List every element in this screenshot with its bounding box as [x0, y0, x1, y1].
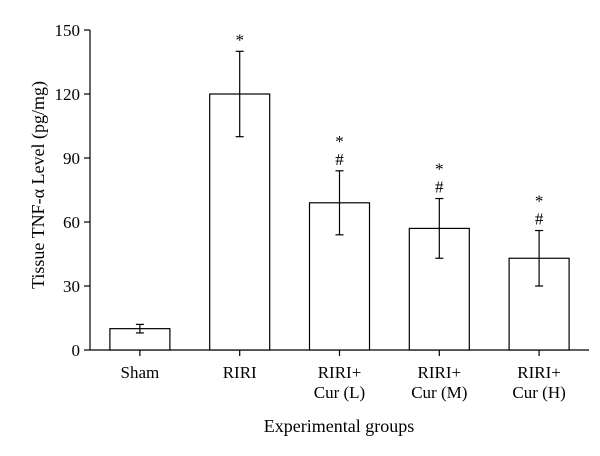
y-axis-title: Tissue TNF-α Level (pg/mg) — [28, 81, 49, 289]
bar — [408, 227, 470, 351]
significance-hash: # — [335, 150, 344, 169]
bar — [209, 93, 271, 351]
significance-hash: # — [535, 210, 544, 229]
x-tick-label: RIRI+ Cur (H) — [512, 363, 565, 402]
x-tick-label: Sham — [121, 363, 160, 382]
significance-star: * — [335, 132, 344, 151]
y-axis: 0 30 60 90 120 150 — [55, 21, 91, 360]
x-axis-title: Experimental groups — [264, 416, 414, 436]
x-axis: Sham RIRI RIRI+ Cur (L) RIRI+ Cur (M) RIRI+ Cur… — [90, 349, 589, 402]
significance-hash: # — [435, 178, 444, 197]
error-bars — [135, 50, 544, 334]
y-tick-label: 90 — [63, 149, 80, 168]
y-tick-label: 60 — [63, 213, 80, 232]
y-tick-label: 150 — [55, 21, 81, 40]
y-tick-label: 120 — [55, 85, 81, 104]
x-tick-label: RIRI — [223, 363, 257, 382]
significance-star: * — [235, 30, 244, 49]
significance-star: * — [435, 160, 444, 179]
x-tick-label: RIRI+ Cur (L) — [314, 363, 365, 402]
significance-star: * — [535, 192, 544, 211]
y-tick-label: 0 — [72, 341, 81, 360]
y-tick-label: 30 — [63, 277, 80, 296]
x-tick-label: RIRI+ Cur (M) — [411, 363, 467, 402]
significance-markers: *#*#*#* — [235, 30, 543, 228]
